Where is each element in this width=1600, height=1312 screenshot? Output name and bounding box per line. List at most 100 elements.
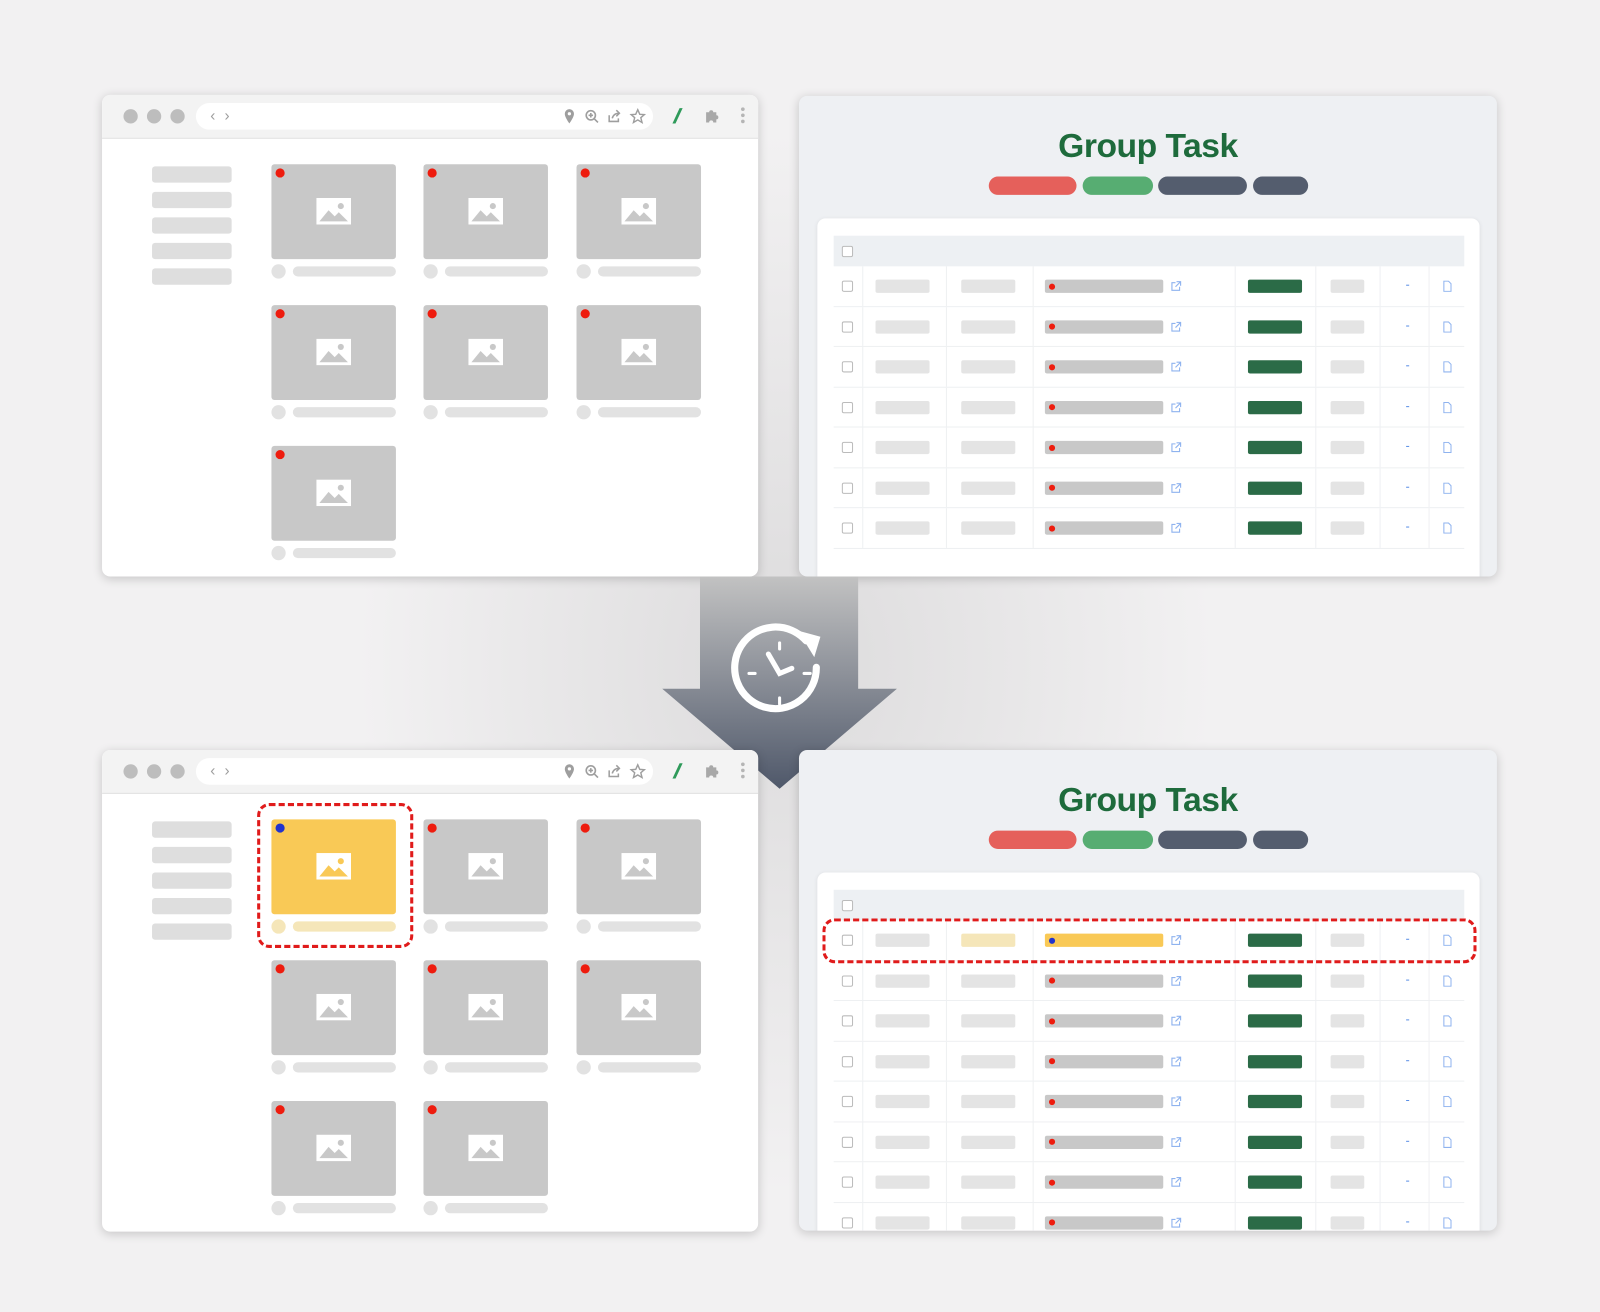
external-link-icon[interactable]: [1170, 933, 1182, 945]
location-pin-icon[interactable]: [561, 763, 577, 779]
document-icon[interactable]: [1443, 279, 1452, 292]
filter-pill-dark-small[interactable]: [1253, 176, 1309, 195]
row-checkbox[interactable]: [841, 974, 854, 987]
extension-slash-icon[interactable]: [669, 762, 685, 779]
image-tile[interactable]: [271, 445, 396, 541]
sidebar-placeholder[interactable]: [152, 166, 232, 183]
filter-pill-dark[interactable]: [1158, 830, 1247, 849]
back-chevron-icon[interactable]: ‹: [210, 762, 216, 780]
row-checkbox[interactable]: [841, 280, 854, 292]
image-tile[interactable]: [271, 960, 396, 1056]
location-pin-icon[interactable]: [561, 108, 577, 124]
window-control-dot[interactable]: [146, 764, 162, 779]
extension-slash-icon[interactable]: [669, 107, 685, 124]
task-name-placeholder[interactable]: [1044, 360, 1164, 374]
zoom-in-icon[interactable]: [584, 763, 600, 779]
address-bar[interactable]: ‹ ›: [195, 758, 654, 785]
filter-pill-dark[interactable]: [1158, 176, 1247, 195]
image-tile-selected[interactable]: [271, 819, 396, 915]
sidebar-placeholder[interactable]: [152, 846, 232, 864]
forward-chevron-icon[interactable]: ›: [224, 107, 230, 125]
address-bar[interactable]: ‹ ›: [195, 103, 654, 130]
image-tile[interactable]: [423, 305, 548, 400]
external-link-icon[interactable]: [1170, 1054, 1182, 1066]
task-name-placeholder[interactable]: [1044, 440, 1164, 455]
document-icon[interactable]: [1443, 973, 1452, 987]
row-checkbox[interactable]: [841, 320, 854, 333]
sidebar-placeholder[interactable]: [152, 872, 232, 889]
sidebar-placeholder[interactable]: [152, 268, 232, 285]
select-all-checkbox[interactable]: [841, 245, 854, 258]
table-row[interactable]: [833, 306, 1465, 347]
table-row[interactable]: [833, 1162, 1465, 1203]
image-tile[interactable]: [576, 164, 702, 260]
puzzle-icon[interactable]: [704, 107, 720, 123]
back-chevron-icon[interactable]: ‹: [210, 107, 216, 125]
image-tile[interactable]: [271, 164, 396, 260]
row-checkbox[interactable]: [841, 1216, 854, 1229]
external-link-icon[interactable]: [1170, 480, 1182, 493]
filter-pill-green[interactable]: [1082, 830, 1154, 849]
sidebar-placeholder[interactable]: [152, 821, 232, 838]
external-link-icon[interactable]: [1170, 973, 1182, 986]
image-tile[interactable]: [271, 1101, 396, 1196]
task-name-placeholder[interactable]: [1044, 279, 1164, 293]
document-icon[interactable]: [1443, 1174, 1452, 1188]
kebab-menu-icon[interactable]: [735, 107, 751, 125]
sidebar-placeholder[interactable]: [152, 191, 232, 209]
sidebar-placeholder[interactable]: [152, 217, 232, 234]
external-link-icon[interactable]: [1170, 1215, 1182, 1228]
external-link-icon[interactable]: [1170, 279, 1182, 291]
external-link-icon[interactable]: [1170, 399, 1182, 412]
table-row[interactable]: [833, 387, 1465, 428]
filter-pill-green[interactable]: [1082, 176, 1154, 195]
image-tile[interactable]: [576, 960, 702, 1056]
table-row[interactable]: [833, 346, 1465, 388]
filter-pill-dark-small[interactable]: [1253, 830, 1309, 849]
image-tile[interactable]: [271, 305, 396, 400]
task-name-placeholder[interactable]: [1044, 1175, 1164, 1189]
table-row[interactable]: [833, 467, 1465, 509]
row-checkbox[interactable]: [841, 401, 854, 413]
task-name-placeholder[interactable]: [1044, 521, 1164, 535]
row-checkbox[interactable]: [841, 441, 854, 454]
zoom-in-icon[interactable]: [584, 108, 600, 124]
document-icon[interactable]: [1443, 1094, 1452, 1108]
window-control-dot[interactable]: [123, 764, 138, 779]
kebab-menu-icon[interactable]: [735, 762, 751, 780]
row-checkbox[interactable]: [841, 361, 854, 373]
forward-chevron-icon[interactable]: ›: [224, 762, 230, 780]
row-checkbox[interactable]: [841, 934, 854, 946]
window-control-dot[interactable]: [146, 109, 162, 124]
task-name-placeholder[interactable]: [1044, 1094, 1164, 1109]
external-link-icon[interactable]: [1170, 520, 1182, 533]
external-link-icon[interactable]: [1170, 1094, 1182, 1107]
document-icon[interactable]: [1443, 933, 1452, 946]
image-tile[interactable]: [423, 960, 548, 1056]
task-name-placeholder[interactable]: [1044, 933, 1164, 947]
document-icon[interactable]: [1443, 1134, 1452, 1148]
task-name-placeholder[interactable]: [1044, 1215, 1164, 1230]
task-name-placeholder[interactable]: [1044, 973, 1164, 988]
document-icon[interactable]: [1443, 399, 1452, 413]
task-name-placeholder[interactable]: [1044, 319, 1164, 334]
task-name-placeholder[interactable]: [1044, 1135, 1164, 1149]
sidebar-placeholder[interactable]: [152, 923, 232, 940]
task-name-placeholder[interactable]: [1044, 481, 1164, 495]
sidebar-placeholder[interactable]: [152, 242, 232, 260]
external-link-icon[interactable]: [1170, 1013, 1182, 1026]
document-icon[interactable]: [1443, 480, 1452, 494]
window-control-dot[interactable]: [123, 109, 138, 124]
star-icon[interactable]: [629, 107, 647, 124]
document-icon[interactable]: [1443, 359, 1452, 373]
document-icon[interactable]: [1443, 440, 1452, 454]
document-icon[interactable]: [1443, 520, 1452, 534]
document-icon[interactable]: [1443, 319, 1452, 333]
task-name-placeholder[interactable]: [1044, 1014, 1164, 1028]
table-row[interactable]: [833, 1001, 1465, 1042]
filter-pill-red[interactable]: [988, 176, 1077, 195]
table-row[interactable]: [833, 427, 1465, 468]
table-row[interactable]: [833, 960, 1465, 1002]
row-checkbox[interactable]: [841, 1095, 854, 1108]
table-row[interactable]: [833, 1041, 1465, 1082]
